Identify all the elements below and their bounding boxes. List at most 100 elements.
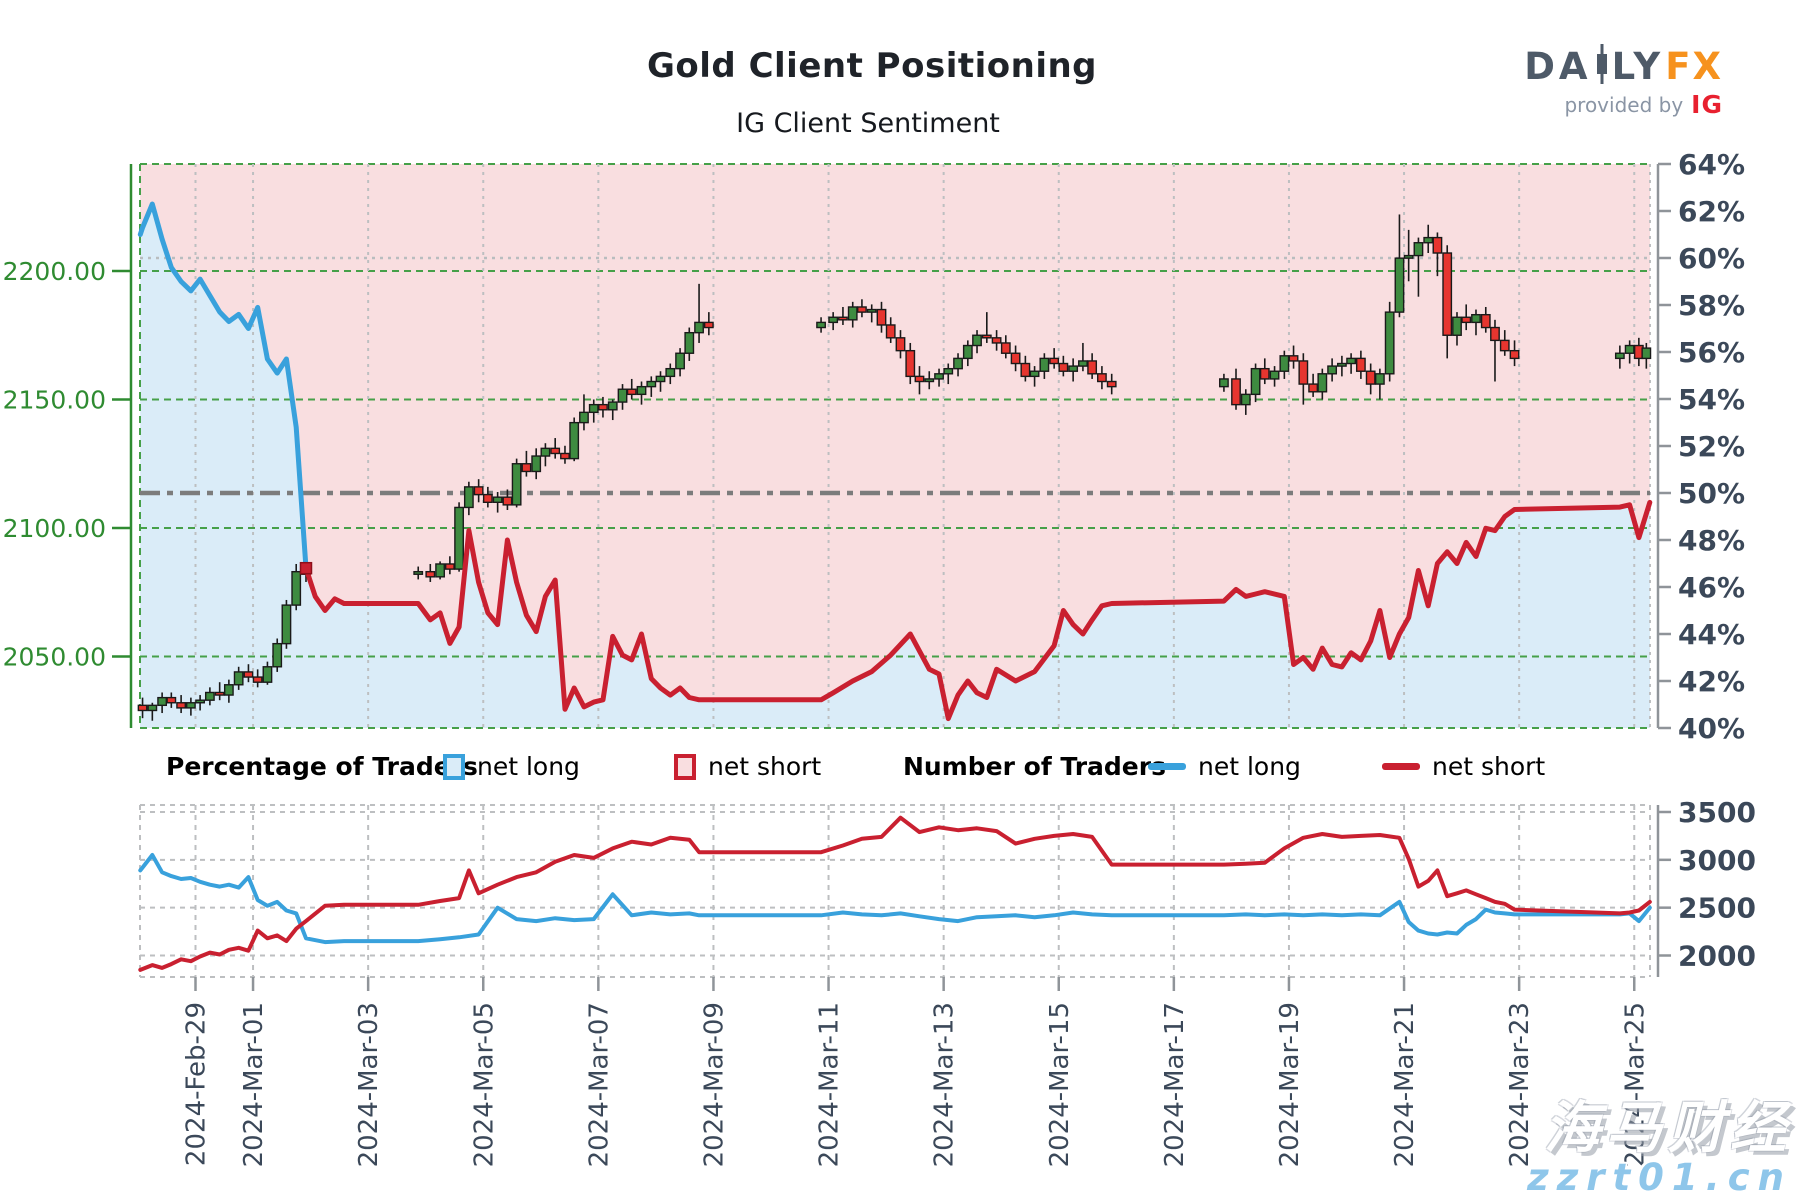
candle-down: [1509, 340, 1520, 367]
candle-up: [579, 394, 589, 431]
candle-body: [1010, 352, 1021, 365]
candle-up: [1327, 358, 1338, 382]
candle-body: [463, 486, 474, 509]
candle-down: [905, 342, 916, 385]
candle-down: [876, 301, 887, 333]
candle-up: [147, 702, 158, 721]
candle-down: [914, 366, 925, 395]
sentiment-transition-marker: [299, 561, 313, 575]
candle-body: [531, 455, 542, 473]
candle-up: [1413, 237, 1424, 297]
pct-axis-label: 44%: [1678, 618, 1745, 651]
candle-down: [991, 330, 1002, 351]
candle-up: [607, 399, 618, 421]
candle-body: [166, 696, 177, 704]
candle-body: [1432, 236, 1443, 254]
candle-down: [425, 563, 436, 582]
candle-down: [857, 299, 867, 318]
candle-body: [262, 666, 273, 683]
candle-body: [1231, 378, 1241, 406]
candle-body: [473, 486, 484, 496]
candle-up: [1346, 353, 1357, 374]
legend-net-long-label2: net long: [1198, 752, 1301, 781]
candle-body: [1499, 339, 1510, 352]
candle-up: [1240, 389, 1251, 415]
candle-body: [684, 331, 695, 354]
candle-up: [694, 283, 704, 343]
date-axis-label: 2024-Mar-23: [1505, 1002, 1535, 1167]
candle-body: [204, 691, 215, 701]
candle-body: [502, 496, 513, 506]
candle-body: [1413, 242, 1424, 257]
candle-body: [905, 349, 916, 378]
candle-body: [1509, 349, 1520, 360]
candle-down: [1298, 353, 1309, 405]
candle-up: [511, 458, 522, 508]
candle-body: [233, 671, 244, 686]
candle-body: [1068, 365, 1079, 372]
date-axis-label: 2024-Mar-15: [1045, 1002, 1075, 1167]
candle-body: [1317, 373, 1328, 393]
candle-up: [1641, 342, 1652, 369]
pct-axis-label: 46%: [1678, 571, 1745, 604]
candle-up: [1423, 224, 1434, 254]
count-axis-label: 2500: [1678, 892, 1756, 925]
candle-body: [828, 316, 839, 324]
candle-body: [857, 306, 867, 313]
candle-down: [1480, 306, 1491, 333]
candle-up: [1403, 229, 1414, 282]
candle-body: [1423, 236, 1434, 244]
candle-up: [1219, 373, 1229, 392]
candle-body: [895, 337, 906, 352]
candle-body: [147, 704, 158, 712]
candle-up: [588, 399, 599, 423]
candle-down: [521, 450, 532, 477]
candle-up: [540, 443, 551, 467]
candle-down: [1365, 363, 1376, 395]
candle-up: [1452, 312, 1462, 346]
candle-up: [962, 340, 973, 367]
legend-pct-net-short: net short: [674, 752, 821, 781]
pct-axis-label: 60%: [1678, 242, 1745, 275]
candle-body: [1346, 357, 1357, 365]
legend-number-header: Number of Traders: [903, 752, 1166, 781]
candle-body: [981, 334, 992, 339]
pct-axis-label: 48%: [1678, 524, 1745, 557]
candle-up: [157, 692, 168, 714]
candle-up: [223, 679, 234, 703]
candle-body: [569, 421, 580, 460]
candle-down: [473, 479, 484, 503]
candle-body: [953, 357, 963, 370]
count-axis-label: 3000: [1678, 844, 1756, 877]
candle-down: [214, 682, 225, 701]
candle-body: [482, 493, 493, 503]
candle-body: [617, 388, 628, 403]
date-axis-label: 2024-Mar-01: [239, 1002, 269, 1167]
logo-text-fx: FX: [1665, 44, 1723, 88]
candle-up: [617, 384, 628, 410]
legend-net-short-label: net short: [708, 752, 822, 781]
candle-body: [1106, 380, 1117, 388]
candle-down: [1058, 355, 1069, 377]
candle-up: [646, 376, 657, 397]
candle-down: [176, 695, 187, 714]
legend-pct-net-long: net long: [443, 752, 580, 781]
candle-up: [1029, 366, 1040, 387]
candle-body: [511, 463, 522, 506]
candle-body: [665, 367, 676, 378]
candle-body: [1614, 352, 1625, 360]
candle-body: [195, 699, 206, 704]
candle-body: [272, 642, 283, 668]
candle-down: [1020, 355, 1031, 382]
candle-body: [694, 321, 704, 334]
candle-up: [262, 661, 273, 685]
candle-body: [1087, 360, 1098, 375]
candle-body: [214, 691, 225, 696]
watermark-brand: 海马财经: [1544, 1096, 1792, 1162]
candle-body: [1355, 357, 1366, 372]
candle-down: [482, 486, 493, 508]
legend-net-short-label2: net short: [1432, 752, 1546, 781]
candle-body: [1490, 326, 1500, 342]
fill-below-sentiment: [140, 204, 1650, 728]
candle-down: [885, 317, 896, 343]
